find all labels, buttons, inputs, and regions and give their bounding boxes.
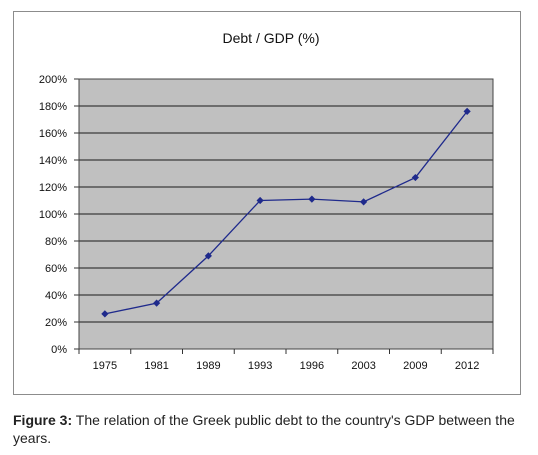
- y-tick-label: 140%: [39, 155, 67, 167]
- y-tick-label: 20%: [45, 317, 67, 329]
- data-point: [360, 198, 368, 206]
- data-point: [256, 196, 264, 205]
- data-point: [411, 173, 419, 182]
- caption-text: The relation of the Greek public debt to…: [13, 412, 515, 446]
- x-tick-label: 2009: [403, 360, 427, 372]
- chart-title: Debt / GDP (%): [223, 30, 320, 46]
- data-point: [308, 195, 316, 203]
- series-debt-gdp: [101, 107, 471, 318]
- y-tick-label: 0%: [51, 344, 67, 356]
- series-line: [104, 110, 468, 315]
- data-point: [153, 299, 161, 307]
- x-tick-label: 2003: [351, 360, 375, 372]
- x-tick-label: 1993: [248, 360, 272, 372]
- x-tick-label: 1989: [196, 360, 220, 372]
- axes: 0% 20% 40% 60% 80% 100% 120% 140% 160% 180% 200% 19…: [39, 74, 494, 372]
- y-tick-label: 120%: [39, 182, 67, 194]
- data-point: [204, 252, 212, 260]
- data-point: [101, 310, 109, 318]
- x-tick-label: 1996: [300, 360, 324, 372]
- y-tick-label: 200%: [39, 74, 67, 86]
- x-tick-label: 2012: [455, 360, 479, 372]
- data-point: [463, 107, 471, 115]
- caption-label: Figure 3:: [13, 412, 73, 428]
- y-tick-label: 180%: [39, 101, 67, 113]
- y-tick-label: 80%: [45, 236, 67, 248]
- y-tick-label: 60%: [45, 263, 67, 275]
- x-tick-label: 1981: [144, 360, 168, 372]
- y-tick-label: 40%: [45, 290, 67, 302]
- debt-gdp-chart: Debt / GDP (%) 0% 20% 40% 60% 80% 100% 120% 140…: [39, 30, 494, 372]
- figure-caption: Figure 3: The relation of the Greek publ…: [13, 411, 533, 447]
- y-tick-label: 160%: [39, 128, 67, 140]
- y-tick-label: 100%: [39, 209, 67, 221]
- x-tick-label: 1975: [93, 360, 117, 372]
